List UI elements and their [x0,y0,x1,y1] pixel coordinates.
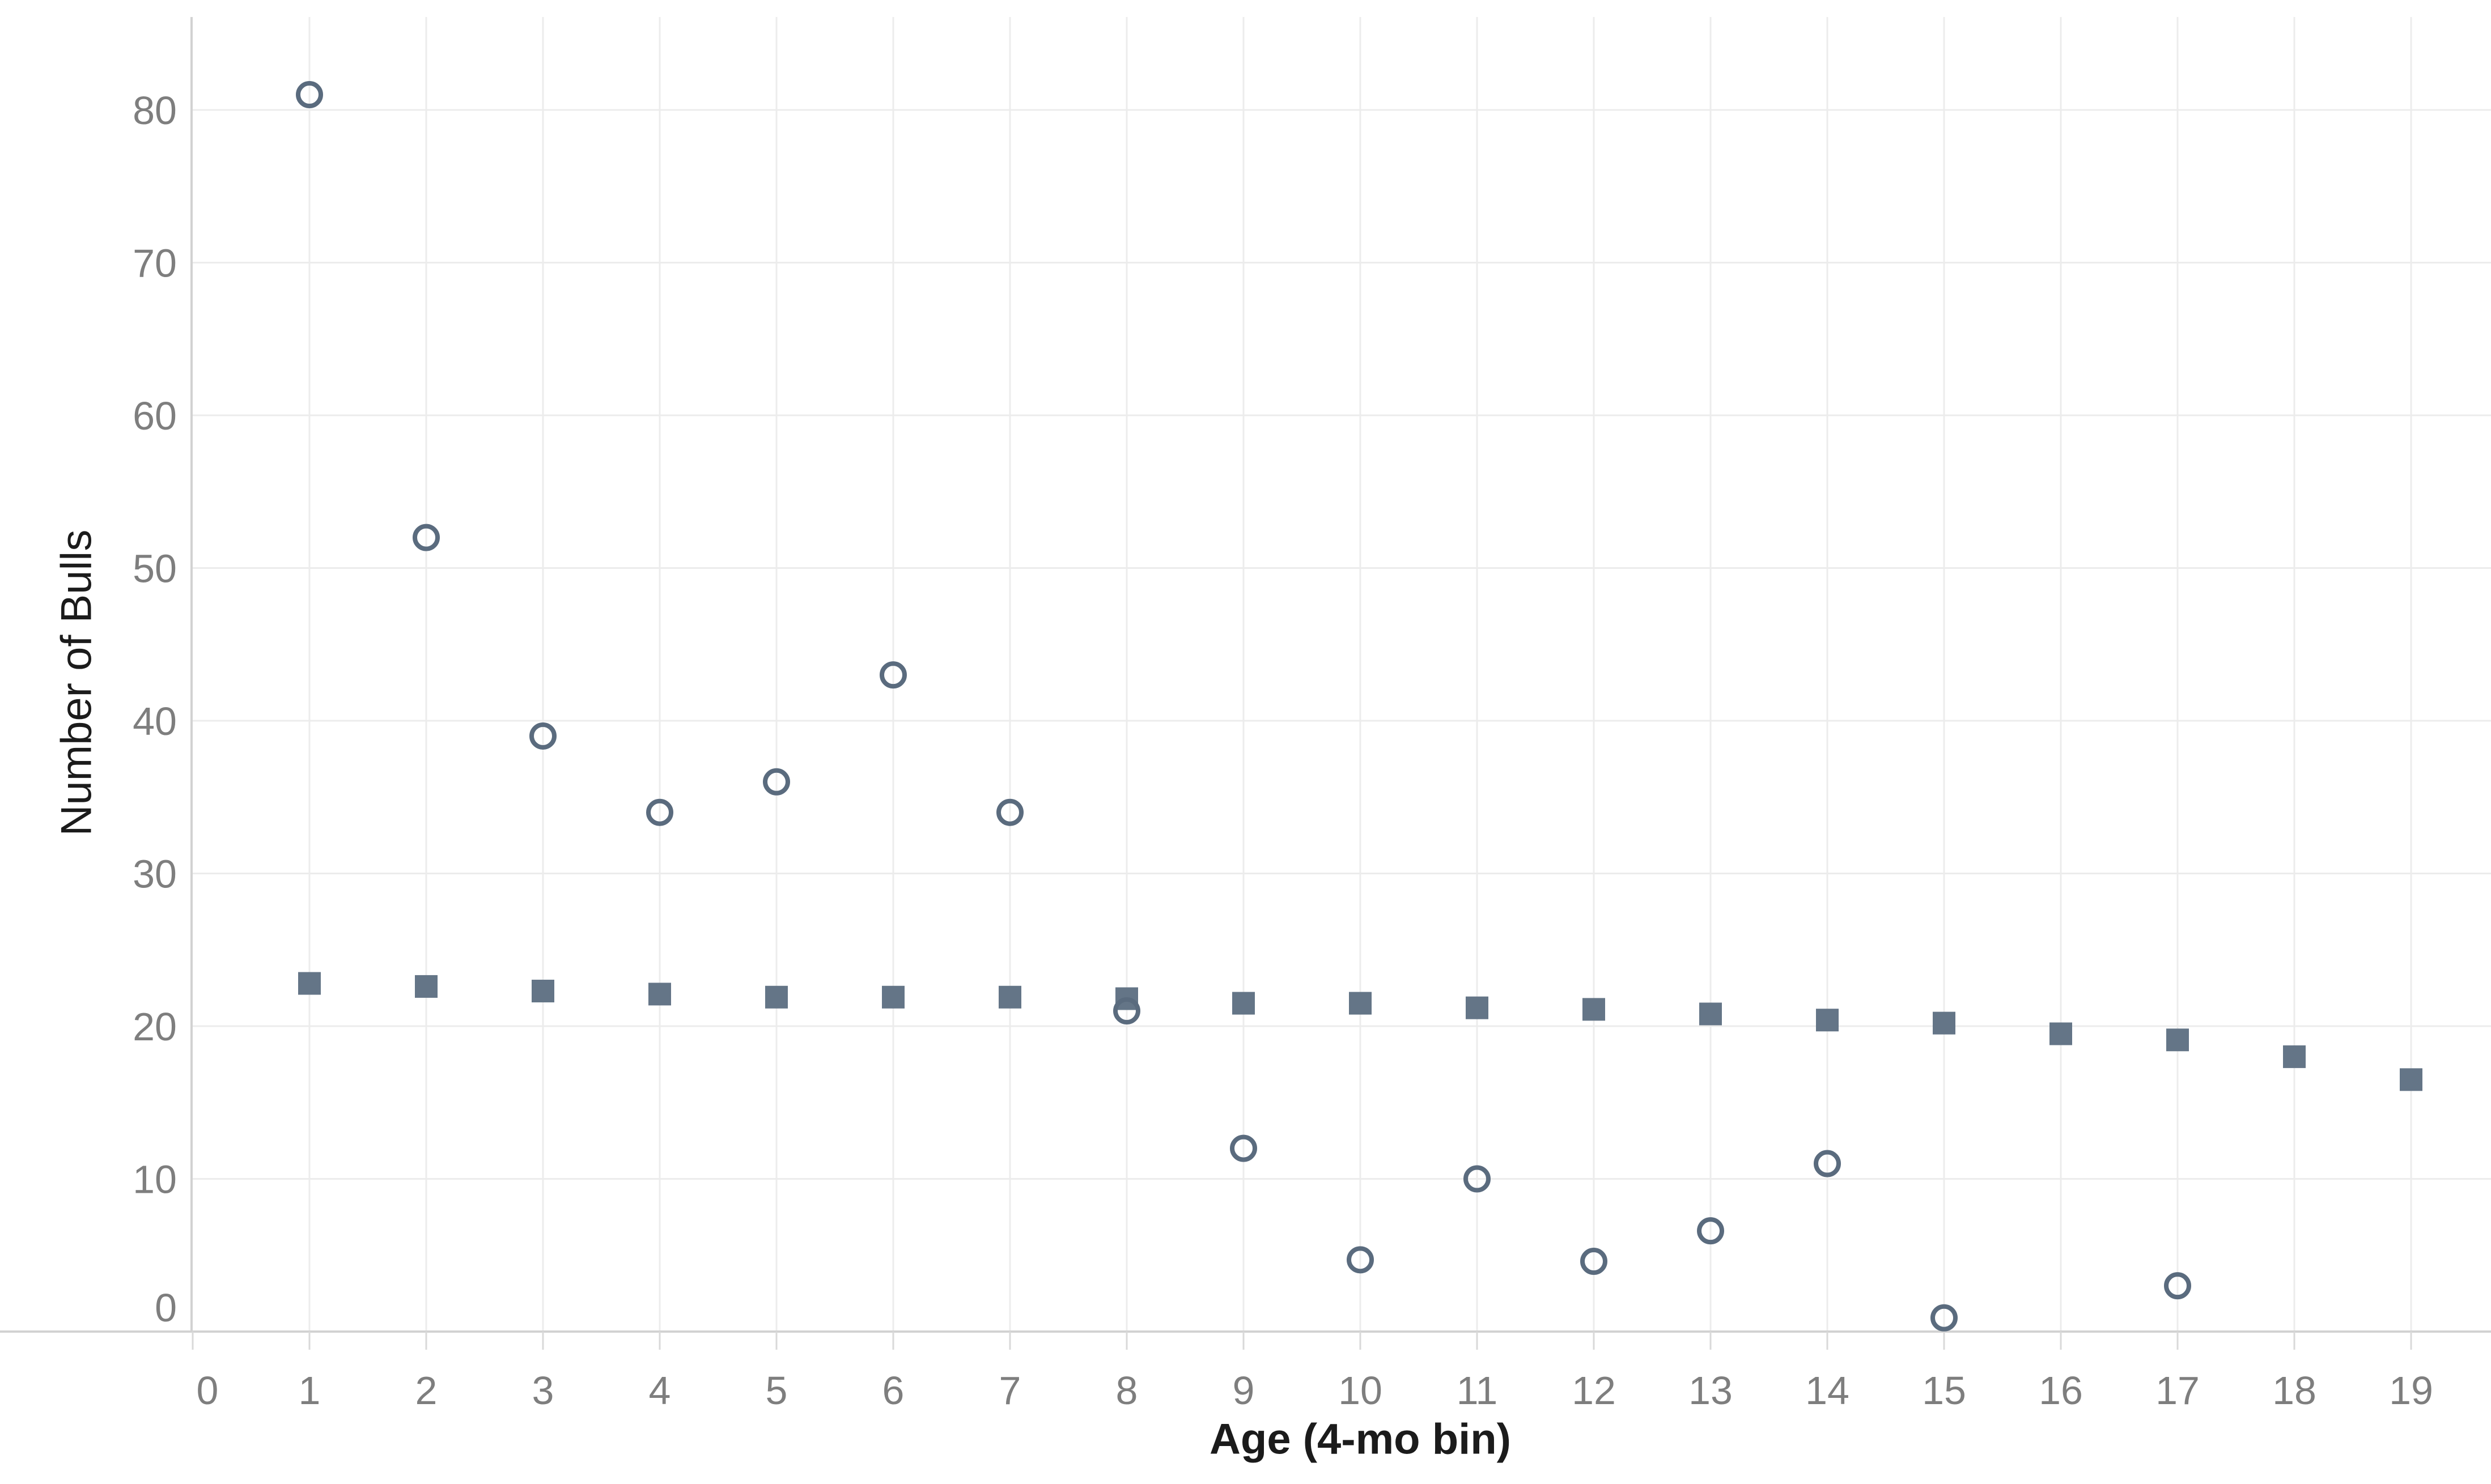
x-tick-label: 1 [299,1368,321,1413]
data-point-circle[interactable] [1230,1134,1257,1162]
data-point-square[interactable] [999,985,1021,1009]
data-point-square[interactable] [2166,1028,2189,1052]
data-point-square[interactable] [1466,996,1488,1019]
data-point-square[interactable] [882,985,905,1009]
data-point-circle[interactable] [1930,1304,1958,1332]
data-point-square[interactable] [1816,1009,1839,1032]
data-point-square[interactable] [1582,998,1605,1021]
data-point-circle[interactable] [529,722,557,750]
x-tick-label: 8 [1116,1368,1138,1413]
x-tick-label: 5 [766,1368,788,1413]
data-point-circle[interactable] [763,768,790,796]
y-tick-label: 60 [133,394,177,438]
data-point-circle[interactable] [996,798,1024,826]
x-tick-label: 2 [415,1368,438,1413]
x-tick-label: 7 [999,1368,1021,1413]
x-tick-label: 14 [1805,1368,1849,1413]
data-point-square[interactable] [1933,1011,1955,1035]
x-axis-title: Age (4-mo bin) [1210,1415,1511,1464]
data-point-circle[interactable] [1347,1246,1374,1274]
data-point-square[interactable] [415,975,438,998]
data-point-circle[interactable] [413,524,440,551]
y-tick-label: 50 [133,547,177,591]
y-tick-label: 20 [133,1005,177,1049]
y-tick-label: 30 [133,852,177,896]
x-tick-label: 13 [1688,1368,1733,1413]
x-tick-label: 15 [1922,1368,1966,1413]
x-tick-label: 9 [1233,1368,1255,1413]
data-point-square[interactable] [1349,992,1372,1015]
data-point-circle[interactable] [1697,1217,1724,1245]
y-axis-title: Number of Bulls [52,529,101,836]
x-tick-label: 16 [2039,1368,2083,1413]
data-point-circle[interactable] [646,798,673,826]
y-tick-label: 0 [155,1286,177,1330]
x-tick-label: 3 [532,1368,554,1413]
data-point-square[interactable] [1699,1002,1722,1026]
data-point-square[interactable] [1232,992,1255,1015]
x-tick-label: 17 [2155,1368,2200,1413]
data-point-square[interactable] [2049,1022,2072,1045]
data-point-square[interactable] [2400,1068,2422,1091]
x-tick-label: 11 [1457,1368,1498,1413]
x-tick-label: 12 [1572,1368,1616,1413]
x-tick-label: 4 [649,1368,671,1413]
data-point-square[interactable] [648,983,671,1006]
data-point-square[interactable] [532,980,554,1003]
data-point-circle[interactable] [1113,997,1140,1025]
data-point-square[interactable] [298,972,321,995]
data-point-circle[interactable] [296,81,323,109]
data-point-circle[interactable] [880,661,907,689]
y-tick-label: 80 [133,88,177,133]
x-tick-label: 0 [197,1368,219,1413]
data-point-square[interactable] [2283,1045,2306,1068]
data-point-circle[interactable] [1814,1150,1841,1177]
x-tick-label: 18 [2272,1368,2316,1413]
y-tick-label: 10 [133,1158,177,1202]
x-tick-label: 10 [1338,1368,1382,1413]
x-tick-label: 19 [2389,1368,2433,1413]
data-point-square[interactable] [765,985,788,1009]
y-tick-label: 70 [133,241,177,286]
y-tick-label: 40 [133,699,177,743]
data-point-circle[interactable] [1580,1248,1607,1275]
data-point-circle[interactable] [2164,1272,2191,1300]
data-point-circle[interactable] [1463,1165,1491,1193]
x-tick-label: 6 [882,1368,905,1413]
